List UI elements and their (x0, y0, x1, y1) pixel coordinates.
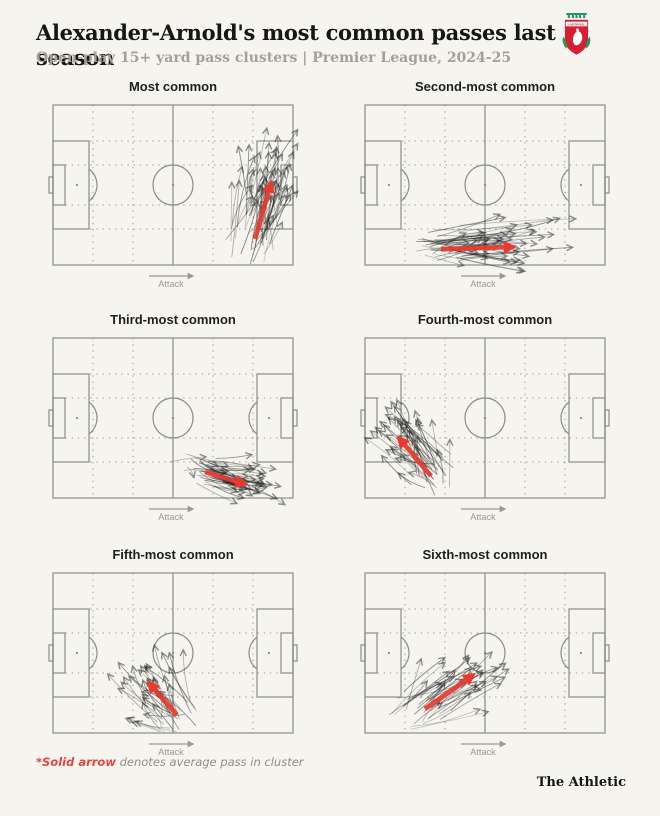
panel-third-most-common: Third-most common Attack (37, 312, 309, 526)
panel-title: Fifth-most common (112, 547, 234, 562)
svg-text:Attack: Attack (158, 512, 184, 522)
footnote-highlight: *Solid arrow (36, 755, 116, 769)
panel-title: Third-most common (110, 312, 236, 327)
pitch-diagram: Attack (48, 104, 299, 289)
liverpool-crest-icon: LIVERPOOL (562, 13, 591, 57)
panel-fourth-most-common: Fourth-most common Attack (349, 312, 621, 526)
panel-title: Fourth-most common (417, 312, 553, 327)
svg-text:LIVERPOOL: LIVERPOOL (568, 22, 586, 26)
pitch-diagram: Attack (360, 572, 610, 757)
svg-text:Attack: Attack (470, 512, 496, 522)
panel-most-common: Most common Attack (37, 79, 309, 293)
pitch-diagram: Attack (48, 337, 298, 522)
panel-title: Sixth-most common (422, 547, 548, 562)
page-subtitle: Open-play 15+ yard pass clusters | Premi… (36, 50, 512, 66)
panel-second-most-common: Second-most common Attack (349, 79, 621, 293)
page-title: Alexander-Arnold's most common passes la… (36, 20, 556, 70)
footnote-text: denotes average pass in cluster (115, 755, 304, 769)
svg-text:Attack: Attack (158, 279, 184, 289)
panel-title: Most common (128, 79, 218, 94)
panel-sixth-most-common: Sixth-most common Attack (349, 547, 621, 761)
pitch-diagram: Attack (360, 337, 610, 522)
footnote: *Solid arrow denotes average pass in clu… (36, 755, 304, 769)
svg-text:Attack: Attack (470, 747, 496, 757)
pitch-diagram: Attack (360, 104, 610, 289)
panel-fifth-most-common: Fifth-most common Attack (37, 547, 309, 761)
svg-text:Attack: Attack (470, 279, 496, 289)
pitch-diagram: Attack (48, 572, 298, 757)
svg-text:Attack: Attack (158, 747, 184, 757)
the-athletic-wordmark: The Athletic (536, 775, 626, 790)
panel-title: Second-most common (414, 79, 556, 94)
